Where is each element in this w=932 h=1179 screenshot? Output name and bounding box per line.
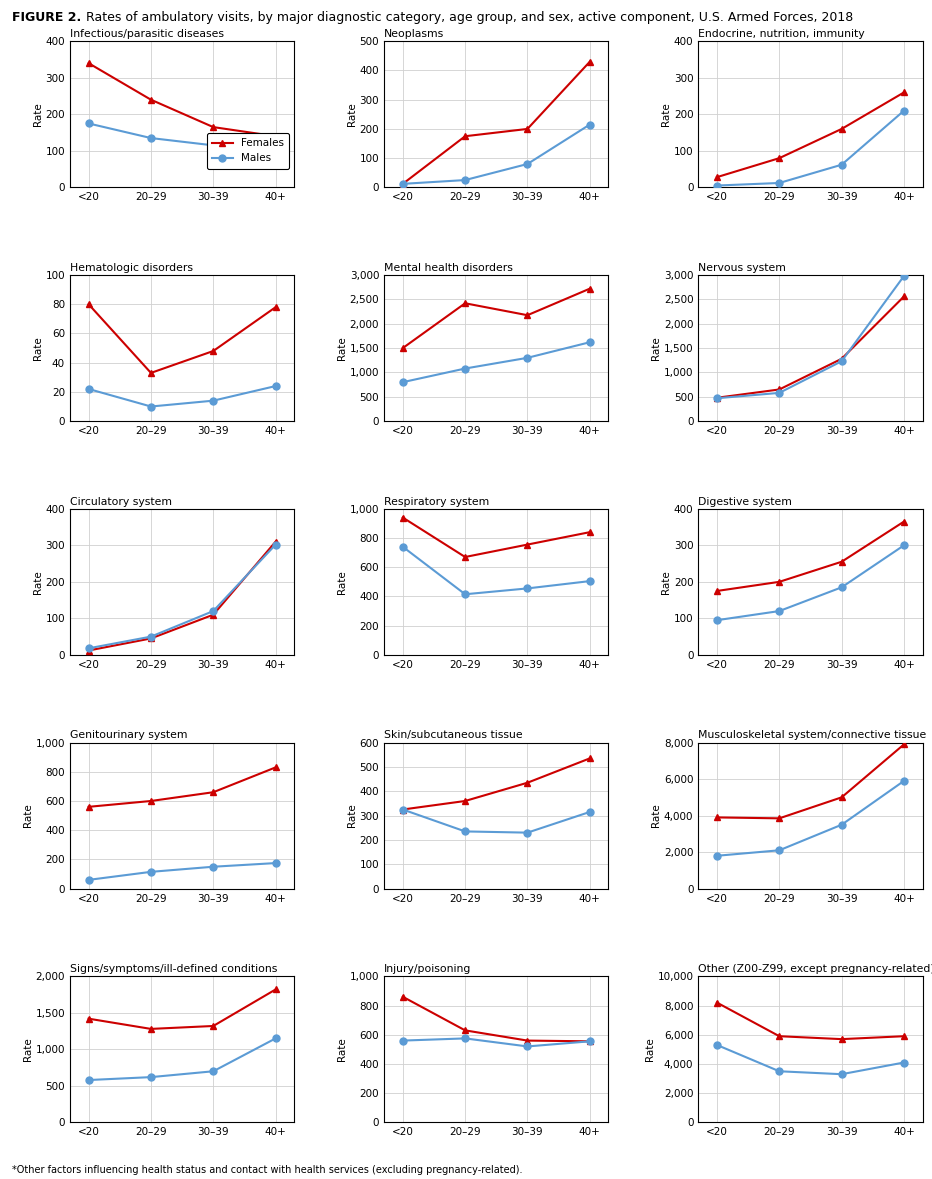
Y-axis label: Rate: Rate <box>33 336 43 360</box>
Text: Mental health disorders: Mental health disorders <box>384 263 513 272</box>
Y-axis label: Rate: Rate <box>661 103 671 126</box>
Text: Other (Z00-Z99, except pregnancy-related)ᵃ: Other (Z00-Z99, except pregnancy-related… <box>698 964 932 974</box>
Y-axis label: Rate: Rate <box>22 1038 33 1061</box>
Text: Nervous system: Nervous system <box>698 263 786 272</box>
Y-axis label: Rate: Rate <box>347 103 357 126</box>
Y-axis label: Rate: Rate <box>33 103 43 126</box>
Text: Genitourinary system: Genitourinary system <box>70 730 187 740</box>
Text: Rates of ambulatory visits, by major diagnostic category, age group, and sex, ac: Rates of ambulatory visits, by major dia… <box>86 11 853 25</box>
Y-axis label: Rate: Rate <box>661 569 671 594</box>
Text: Circulatory system: Circulatory system <box>70 496 171 507</box>
Y-axis label: Rate: Rate <box>336 336 347 360</box>
Y-axis label: Rate: Rate <box>337 1038 347 1061</box>
Text: Digestive system: Digestive system <box>698 496 792 507</box>
Text: Injury/poisoning: Injury/poisoning <box>384 964 472 974</box>
Text: FIGURE 2.: FIGURE 2. <box>12 11 81 25</box>
Y-axis label: Rate: Rate <box>337 569 347 594</box>
Y-axis label: Rate: Rate <box>347 804 357 828</box>
Y-axis label: Rate: Rate <box>651 336 661 360</box>
Text: Neoplasms: Neoplasms <box>384 29 445 39</box>
Legend: Females, Males: Females, Males <box>207 133 289 169</box>
Y-axis label: Rate: Rate <box>22 804 33 828</box>
Text: Skin/subcutaneous tissue: Skin/subcutaneous tissue <box>384 730 523 740</box>
Text: Hematologic disorders: Hematologic disorders <box>70 263 193 272</box>
Text: *Other factors influencing health status and contact with health services (exclu: *Other factors influencing health status… <box>12 1166 523 1175</box>
Text: Endocrine, nutrition, immunity: Endocrine, nutrition, immunity <box>698 29 865 39</box>
Y-axis label: Rate: Rate <box>33 569 43 594</box>
Text: Musculoskeletal system/connective tissue: Musculoskeletal system/connective tissue <box>698 730 926 740</box>
Text: Signs/symptoms/ill-defined conditions: Signs/symptoms/ill-defined conditions <box>70 964 278 974</box>
Y-axis label: Rate: Rate <box>645 1038 654 1061</box>
Text: Respiratory system: Respiratory system <box>384 496 489 507</box>
Text: Infectious/parasitic diseases: Infectious/parasitic diseases <box>70 29 224 39</box>
Y-axis label: Rate: Rate <box>651 804 661 828</box>
